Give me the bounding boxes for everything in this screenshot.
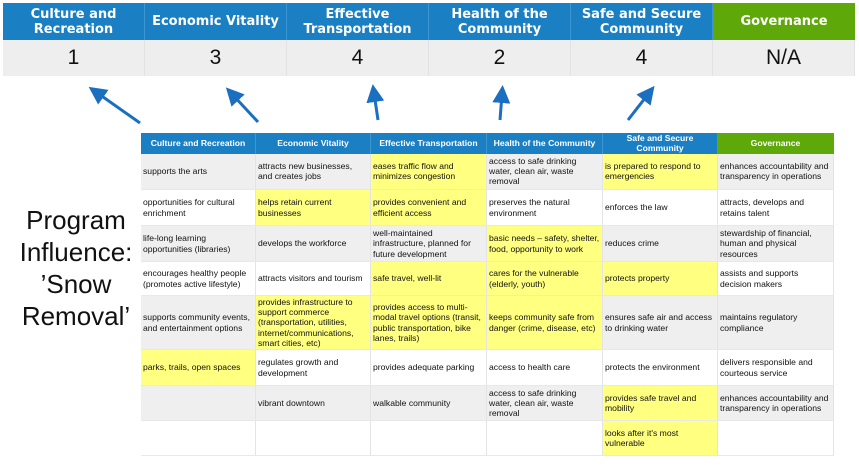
table-cell: enforces the law	[602, 189, 718, 227]
table-cell: provides access to multi-modal travel op…	[370, 295, 487, 351]
table-cell: regulates growth and development	[255, 349, 371, 387]
table-cell: maintains regulatory compliance	[717, 295, 834, 351]
table-cell: protects the environment	[602, 349, 718, 387]
table-cell: protects property	[602, 261, 718, 297]
table-cell: looks after it's most vulnerable	[602, 420, 718, 457]
table-cell	[141, 385, 256, 422]
table-cell: basic needs – safety, shelter, food, opp…	[486, 225, 603, 263]
table-cell: keeps community safe from danger (crime,…	[486, 295, 603, 351]
table-cell: attracts new businesses, and creates job…	[255, 153, 371, 191]
title-line: Removal’	[21, 301, 131, 331]
table-cell: ensures safe air and access to drinking …	[602, 295, 718, 351]
summary-score: 3	[145, 40, 287, 76]
table-row: vibrant downtown walkable community access…	[141, 385, 834, 422]
table-cell: develops the workforce	[255, 225, 371, 263]
table-cell: walkable community	[370, 385, 487, 422]
table-cell: helps retain current businesses	[255, 189, 371, 227]
table-header: Culture and Recreation	[141, 133, 256, 154]
table-cell: cares for the vulnerable (elderly, youth…	[486, 261, 603, 297]
table-cell	[370, 420, 487, 457]
table-cell: preserves the natural environment	[486, 189, 603, 227]
program-influence-title: Program Influence: ’Snow Removal’	[0, 204, 152, 332]
arrow-culture-icon	[88, 86, 141, 125]
table-cell	[486, 420, 603, 457]
summary-score: 2	[429, 40, 571, 76]
table-cell: delivers responsible and courteous servi…	[717, 349, 834, 387]
arrow-economic-icon	[225, 87, 260, 124]
table-cell: life-long learning opportunities (librar…	[141, 225, 256, 263]
table-row: parks, trails, open spaces regulates grow…	[141, 349, 834, 387]
table-cell: is prepared to respond to emergencies	[602, 153, 718, 191]
table-row: supports the arts attracts new businesses…	[141, 153, 834, 191]
arrow-transport-icon	[366, 84, 385, 121]
table-cell: reduces crime	[602, 225, 718, 263]
table-cell	[141, 420, 256, 457]
table-cell: provides infrastructure to support comme…	[255, 295, 371, 351]
table-header: Health of the Community	[486, 133, 603, 154]
summary-grid: Culture and Recreation Economic Vitality E…	[3, 3, 855, 76]
table-cell: stewardship of financial, human and phys…	[717, 225, 834, 263]
table-cell: eases traffic flow and minimizes congest…	[370, 153, 487, 191]
arrows	[88, 84, 655, 125]
table-cell: attracts visitors and tourism	[255, 261, 371, 297]
table-cell: access to safe drinking water, clean air…	[486, 153, 603, 191]
table-header: Governance	[717, 133, 834, 154]
table-cell: well-maintained infrastructure, planned …	[370, 225, 487, 263]
summary-header: Governance	[713, 3, 855, 40]
table-cell: provides safe travel and mobility	[602, 385, 718, 422]
table-header: Safe and Secure Community	[602, 133, 718, 154]
table-cell: supports community events, and entertain…	[141, 295, 256, 351]
table-cell: assists and supports decision makers	[717, 261, 834, 297]
table-cell: supports the arts	[141, 153, 256, 191]
table-cell: enhances accountability and transparency…	[717, 385, 834, 422]
summary-header: Safe and Secure Community	[571, 3, 713, 40]
table-row: opportunities for cultural enrichment hel…	[141, 189, 834, 227]
arrow-safe-icon	[626, 85, 655, 121]
table-cell: vibrant downtown	[255, 385, 371, 422]
summary-header: Economic Vitality	[145, 3, 287, 40]
table-header: Effective Transportation	[370, 133, 487, 154]
summary-score: 4	[571, 40, 713, 76]
table-cell: opportunities for cultural enrichment	[141, 189, 256, 227]
table-row: encourages healthy people (promotes acti…	[141, 261, 834, 297]
summary-header: Effective Transportation	[287, 3, 429, 40]
table-cell: access to safe drinking water, clean air…	[486, 385, 603, 422]
summary-score: N/A	[713, 40, 855, 76]
influence-table: Culture and Recreation Economic Vitality E…	[141, 133, 834, 457]
summary-score: 4	[287, 40, 429, 76]
summary-score: 1	[3, 40, 145, 76]
title-line: Program	[26, 205, 126, 235]
table-row: looks after it's most vulnerable	[141, 420, 834, 457]
table-cell: attracts, develops and retains talent	[717, 189, 834, 227]
table-header: Economic Vitality	[255, 133, 371, 154]
table-cell: access to health care	[486, 349, 603, 387]
arrow-health-icon	[492, 85, 511, 121]
title-line: Influence:	[19, 237, 133, 267]
table-cell	[255, 420, 371, 457]
table-row: life-long learning opportunities (librar…	[141, 225, 834, 263]
table-cell: provides convenient and efficient access	[370, 189, 487, 227]
table-cell: provides adequate parking	[370, 349, 487, 387]
table-cell: enhances accountability and transparency…	[717, 153, 834, 191]
title-line: ’Snow	[40, 269, 112, 299]
summary-header: Culture and Recreation	[3, 3, 145, 40]
table-cell: parks, trails, open spaces	[141, 349, 256, 387]
table-row: supports community events, and entertain…	[141, 295, 834, 351]
table-cell: encourages healthy people (promotes acti…	[141, 261, 256, 297]
table-cell: safe travel, well-lit	[370, 261, 487, 297]
summary-header: Health of the Community	[429, 3, 571, 40]
table-cell	[717, 420, 834, 457]
